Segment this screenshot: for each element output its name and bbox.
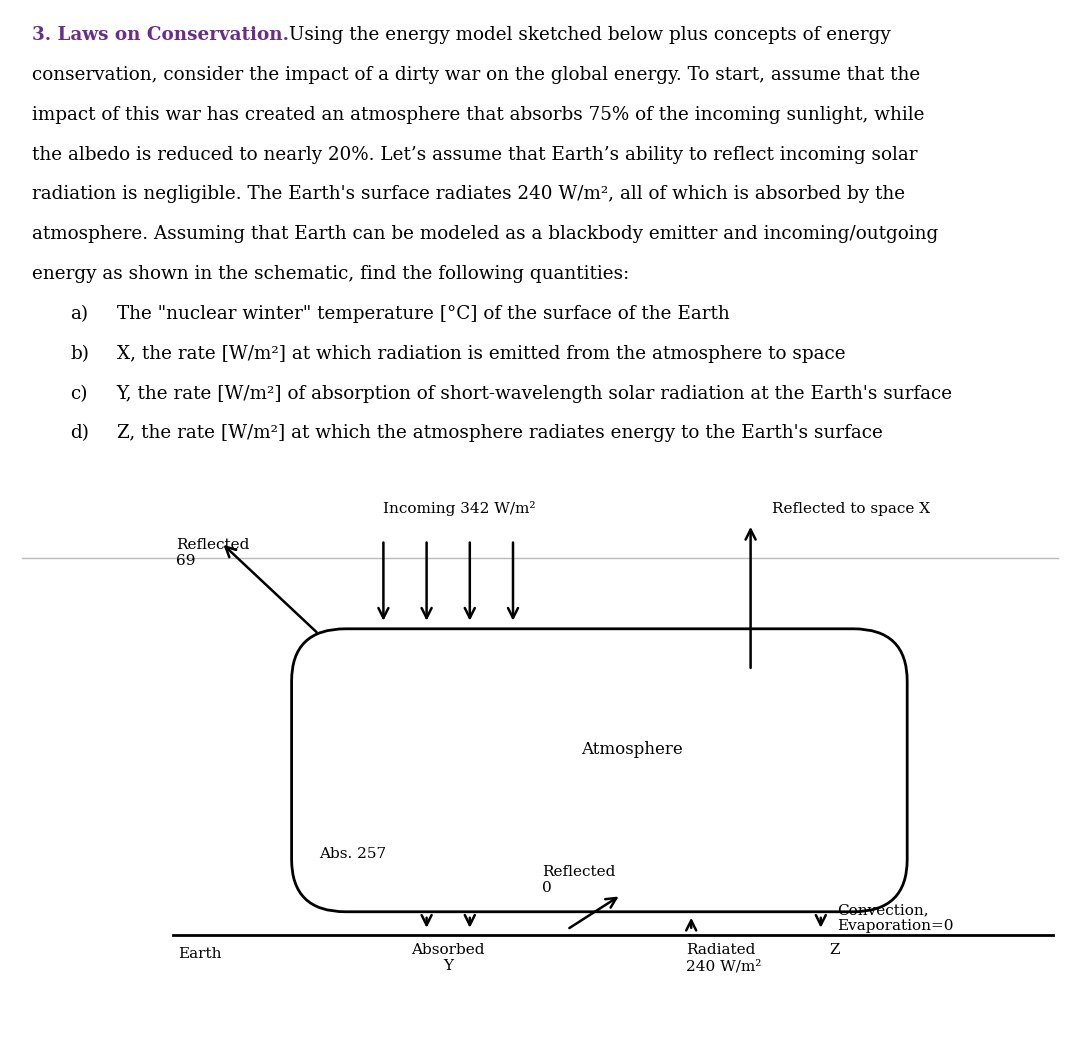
Text: Reflected to space X: Reflected to space X xyxy=(772,502,930,516)
Text: Using the energy model sketched below plus concepts of energy: Using the energy model sketched below pl… xyxy=(283,26,891,44)
Text: 3. Laws on Conservation.: 3. Laws on Conservation. xyxy=(32,26,289,44)
Text: conservation, consider the impact of a dirty war on the global energy. To start,: conservation, consider the impact of a d… xyxy=(32,66,920,84)
Text: atmosphere. Assuming that Earth can be modeled as a blackbody emitter and incomi: atmosphere. Assuming that Earth can be m… xyxy=(32,225,939,243)
Text: Earth: Earth xyxy=(178,947,221,961)
Text: Absorbed
Y: Absorbed Y xyxy=(411,943,485,974)
Text: Reflected
69: Reflected 69 xyxy=(176,538,249,568)
Text: Radiated
240 W/m²: Radiated 240 W/m² xyxy=(686,943,761,974)
Text: energy as shown in the schematic, find the following quantities:: energy as shown in the schematic, find t… xyxy=(32,265,630,283)
Text: b): b) xyxy=(70,345,90,363)
Text: Z: Z xyxy=(829,943,840,957)
Text: impact of this war has created an atmosphere that absorbs 75% of the incoming su: impact of this war has created an atmosp… xyxy=(32,106,924,124)
Text: a): a) xyxy=(70,305,89,323)
Text: c): c) xyxy=(70,385,87,402)
Text: Atmosphere: Atmosphere xyxy=(581,741,683,758)
Text: The "nuclear winter" temperature [°C] of the surface of the Earth: The "nuclear winter" temperature [°C] of… xyxy=(117,305,729,323)
Text: Convection,
Evaporation=0: Convection, Evaporation=0 xyxy=(837,903,954,933)
FancyBboxPatch shape xyxy=(292,629,907,912)
Text: Y, the rate [W/m²] of absorption of short-wavelength solar radiation at the Eart: Y, the rate [W/m²] of absorption of shor… xyxy=(117,385,953,402)
Text: Incoming 342 W/m²: Incoming 342 W/m² xyxy=(383,501,536,516)
Text: Reflected
0: Reflected 0 xyxy=(542,865,616,895)
Text: d): d) xyxy=(70,424,90,442)
Text: the albedo is reduced to nearly 20%. Let’s assume that Earth’s ability to reflec: the albedo is reduced to nearly 20%. Let… xyxy=(32,146,918,163)
Text: Z, the rate [W/m²] at which the atmosphere radiates energy to the Earth's surfac: Z, the rate [W/m²] at which the atmosphe… xyxy=(117,424,882,442)
Text: radiation is negligible. The Earth's surface radiates 240 W/m², all of which is : radiation is negligible. The Earth's sur… xyxy=(32,185,905,203)
Text: Abs. 257: Abs. 257 xyxy=(319,847,386,861)
Text: X, the rate [W/m²] at which radiation is emitted from the atmosphere to space: X, the rate [W/m²] at which radiation is… xyxy=(117,345,846,363)
